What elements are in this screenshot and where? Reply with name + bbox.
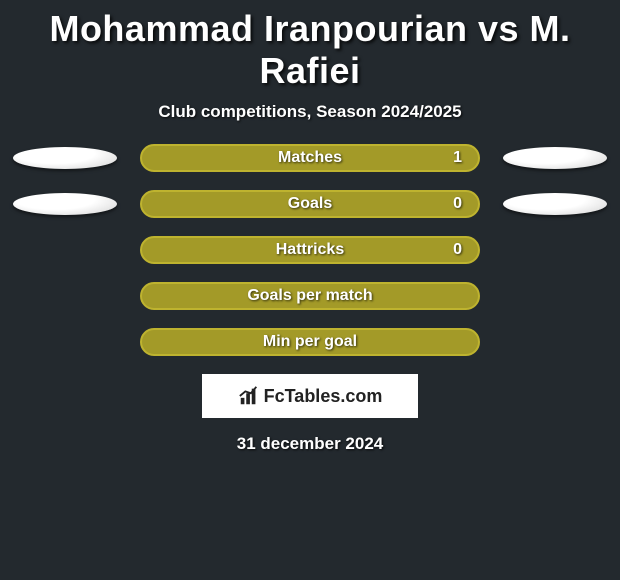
right-cell xyxy=(500,328,610,356)
right-cell xyxy=(500,190,610,218)
stat-rows: Matches 1 Goals 0 Hattri xyxy=(10,144,610,356)
ellipse-icon xyxy=(503,193,607,215)
barchart-icon xyxy=(238,385,260,407)
brand-text: FcTables.com xyxy=(264,386,383,407)
left-cell xyxy=(10,144,120,172)
ellipse-icon xyxy=(13,147,117,169)
stat-bar: Hattricks 0 xyxy=(140,236,480,264)
comparison-infographic: Mohammad Iranpourian vs M. Rafiei Club c… xyxy=(0,0,620,454)
stat-bar: Min per goal xyxy=(140,328,480,356)
bar-bg xyxy=(140,144,480,172)
left-cell xyxy=(10,236,120,264)
stat-bar: Goals 0 xyxy=(140,190,480,218)
ellipse-icon xyxy=(503,147,607,169)
bar-bg xyxy=(140,236,480,264)
bar-bg xyxy=(140,190,480,218)
stat-row: Matches 1 xyxy=(10,144,610,172)
page-subtitle: Club competitions, Season 2024/2025 xyxy=(10,98,610,144)
right-cell xyxy=(500,236,610,264)
right-cell xyxy=(500,144,610,172)
date-text: 31 december 2024 xyxy=(10,418,610,454)
left-cell xyxy=(10,282,120,310)
ellipse-icon xyxy=(13,193,117,215)
stat-row: Goals 0 xyxy=(10,190,610,218)
left-cell xyxy=(10,328,120,356)
bar-bg xyxy=(140,282,480,310)
page-title: Mohammad Iranpourian vs M. Rafiei xyxy=(10,0,610,98)
stat-bar: Matches 1 xyxy=(140,144,480,172)
stat-row: Min per goal xyxy=(10,328,610,356)
left-cell xyxy=(10,190,120,218)
brand-box: FcTables.com xyxy=(202,374,418,418)
stat-row: Goals per match xyxy=(10,282,610,310)
bar-bg xyxy=(140,328,480,356)
stat-row: Hattricks 0 xyxy=(10,236,610,264)
stat-bar: Goals per match xyxy=(140,282,480,310)
right-cell xyxy=(500,282,610,310)
